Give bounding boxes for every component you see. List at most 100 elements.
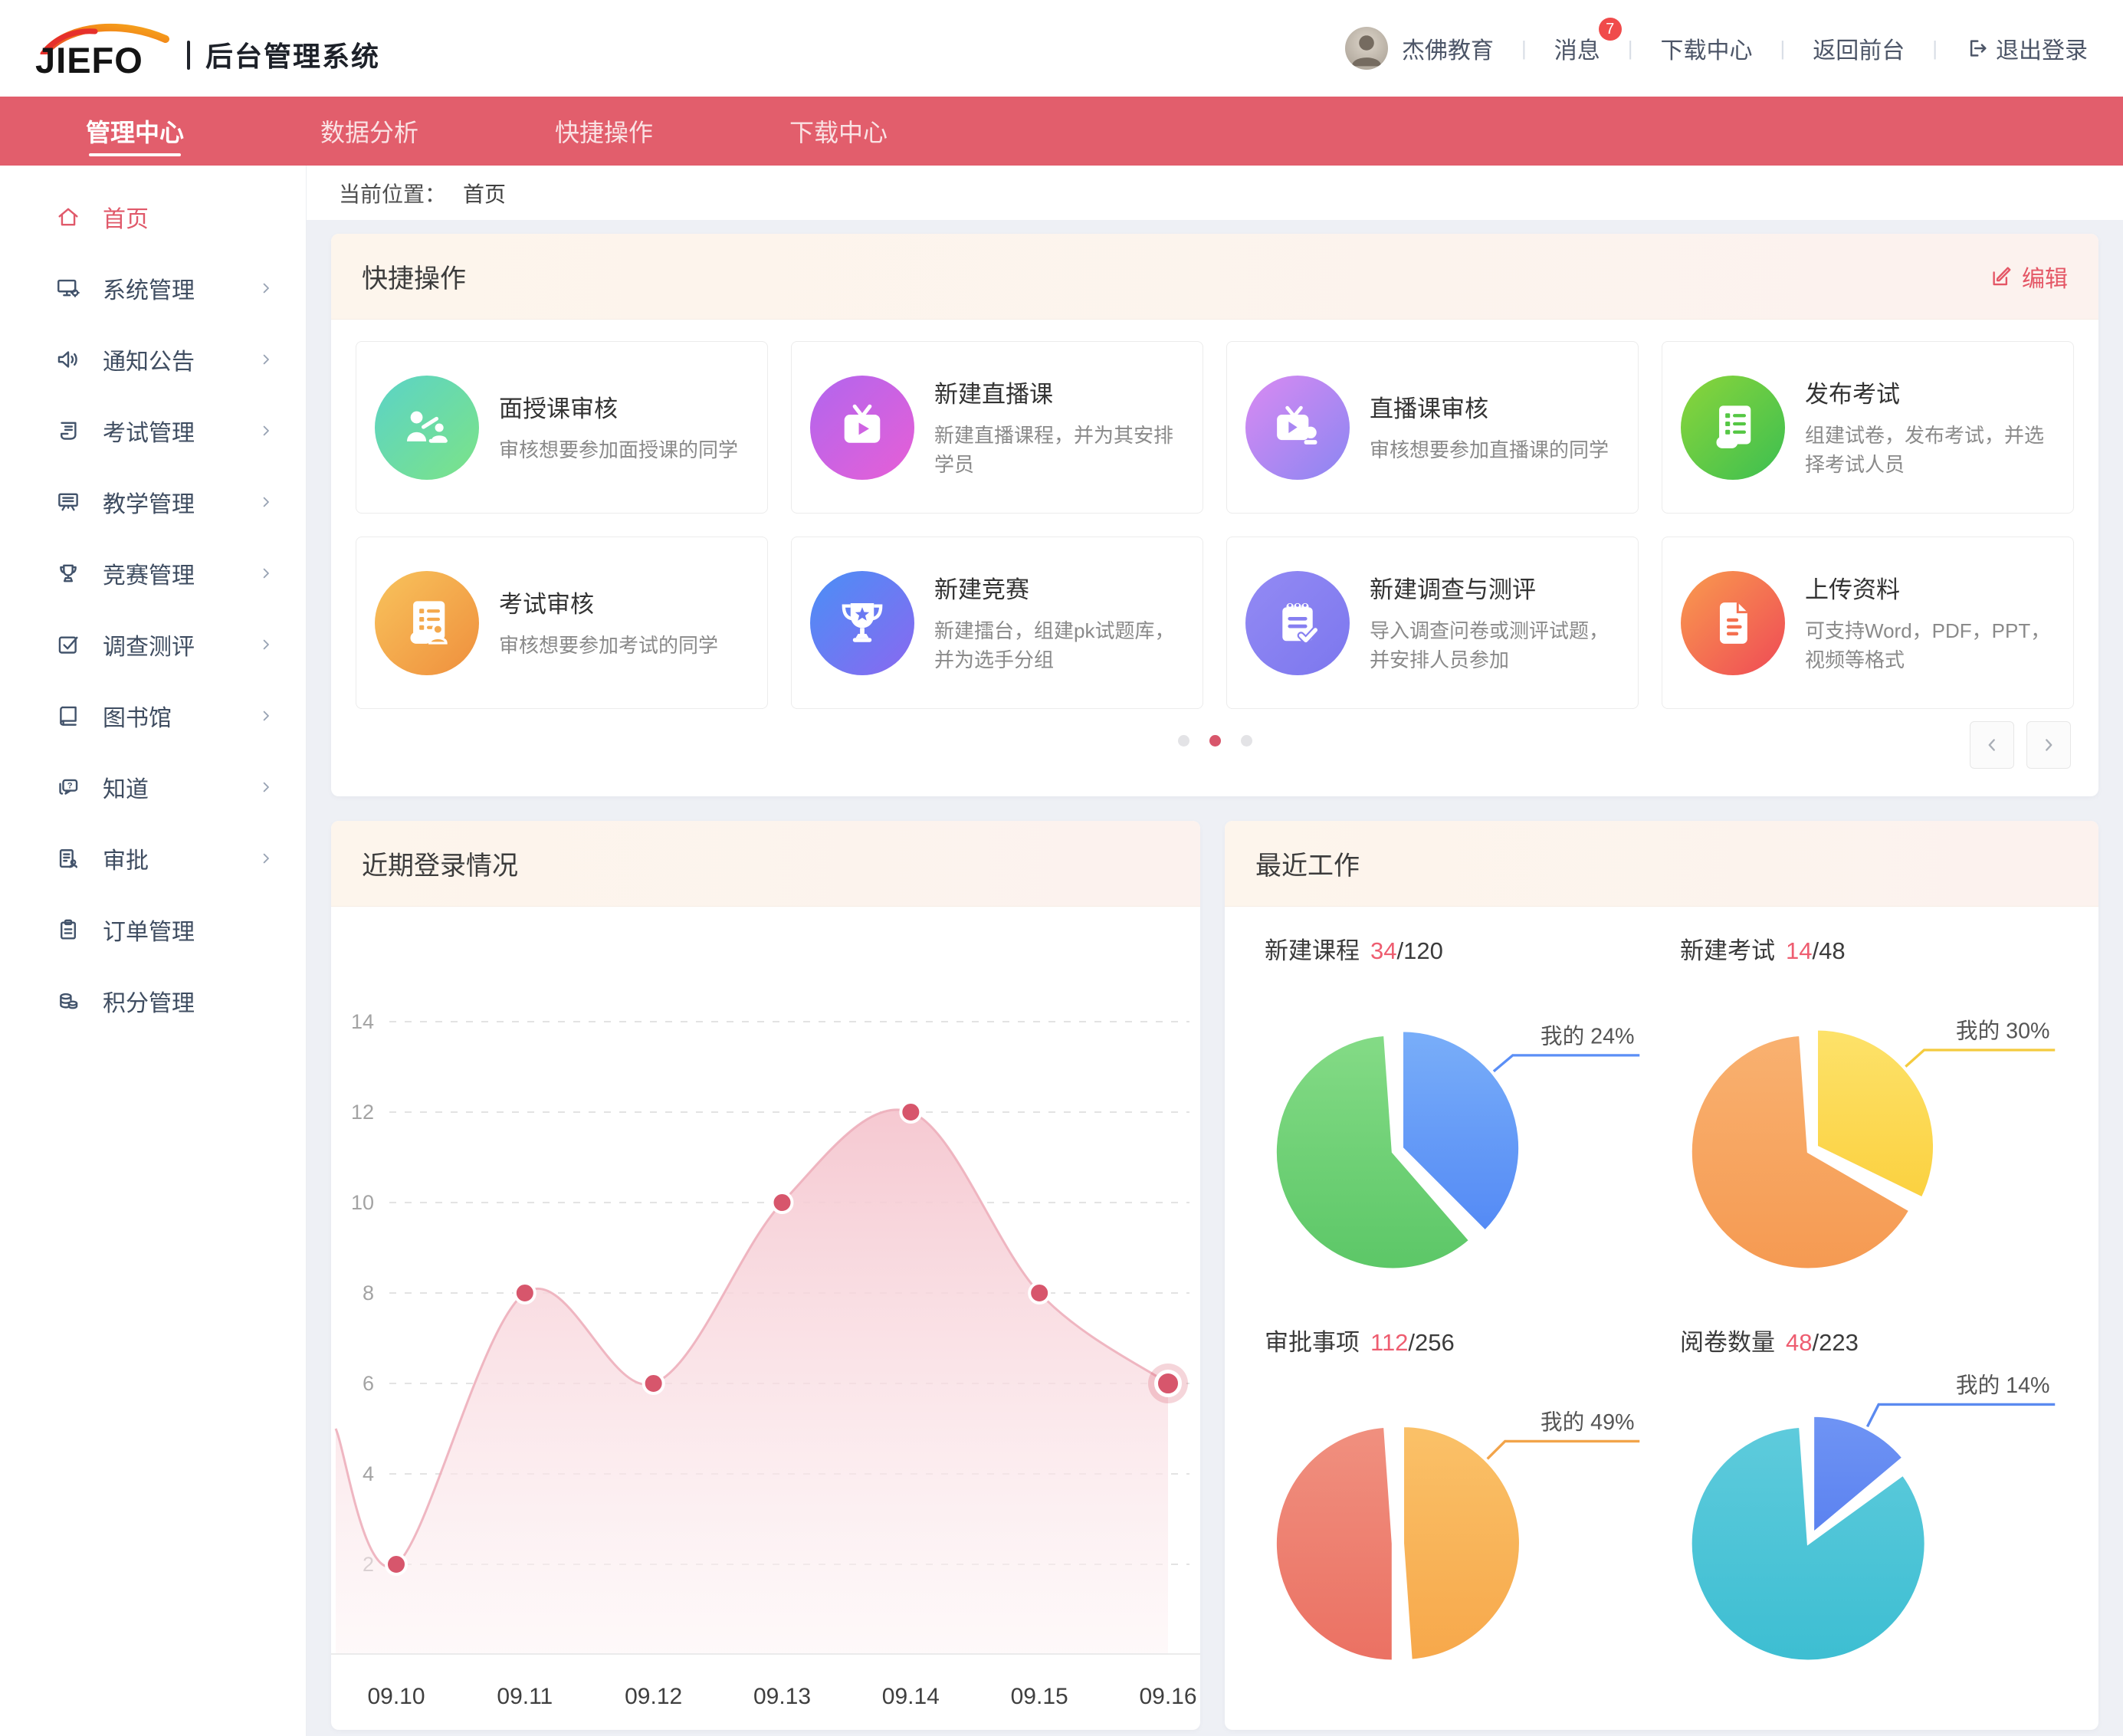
quick-card-desc: 组建试卷，发布考试，并选择考试人员 bbox=[1805, 424, 2045, 476]
sidebar-item-label: 订单管理 bbox=[103, 919, 195, 945]
work-stat-value: 48 bbox=[1786, 1329, 1813, 1356]
carousel-dot-1[interactable] bbox=[1209, 735, 1221, 747]
clipboard-icon bbox=[55, 917, 81, 943]
quick-card-new-contest[interactable]: 新建竞赛 新建擂台，组建pk试题库，并为选手分组 bbox=[791, 537, 1203, 709]
logo-text: JIEFO bbox=[35, 39, 143, 80]
edit-button[interactable]: 编辑 bbox=[1990, 260, 2068, 294]
work-stat-grading: 阅卷数量 48/223 我的 14% bbox=[1662, 1306, 2077, 1698]
quick-card-face-review[interactable]: 面授课审核 审核想要参加面授课的同学 bbox=[356, 341, 768, 514]
work-stat-value: 14 bbox=[1786, 937, 1813, 964]
edit-label: 编辑 bbox=[2022, 266, 2068, 292]
work-stat-header: 新建考试 14/48 bbox=[1680, 931, 2077, 966]
cup-icon bbox=[810, 570, 914, 675]
nav-tab-data-analysis[interactable]: 数据分析 bbox=[320, 119, 419, 146]
chat-icon: ? bbox=[55, 774, 81, 800]
top-header: JIEFO 后台管理系统 杰佛教育 | 消息 7 | 下载中心 | 返回前台 | bbox=[0, 0, 2123, 97]
sidebar: 首页系统管理 通知公告 考试管理教学管理竞赛管理调查测评 图书馆? 知道审批订单管理积分… bbox=[0, 166, 307, 1736]
system-icon bbox=[55, 275, 81, 301]
carousel-dot-2[interactable] bbox=[1240, 735, 1252, 747]
nav-tab-download-center[interactable]: 下载中心 bbox=[789, 119, 888, 146]
user-name[interactable]: 杰佛教育 bbox=[1401, 38, 1494, 64]
svg-text:09.10: 09.10 bbox=[367, 1684, 425, 1709]
svg-text:我的 30%: 我的 30% bbox=[1956, 1019, 2050, 1044]
sidebar-item-label: 审批 bbox=[103, 848, 149, 874]
quick-card-upload[interactable]: 上传资料可支持Word，PDF，PPT，视频等格式 bbox=[1662, 537, 2074, 709]
quick-card-publish-exam[interactable]: 发布考试组建试卷，发布考试，并选择考试人员 bbox=[1662, 341, 2074, 514]
carousel-dot-0[interactable] bbox=[1177, 735, 1189, 747]
logout-link[interactable]: 退出登录 bbox=[1965, 31, 2088, 65]
sidebar-item-home[interactable]: 首页 bbox=[0, 181, 306, 252]
breadcrumb-label: 当前位置： bbox=[339, 182, 447, 206]
coins-icon bbox=[55, 988, 81, 1014]
chevron-left-icon bbox=[1988, 739, 1995, 751]
sidebar-item-approval[interactable]: 审批 bbox=[0, 822, 306, 894]
sidebar-item-contest[interactable]: 竞赛管理 bbox=[0, 537, 306, 609]
chevron-right-icon bbox=[2046, 739, 2052, 751]
sidebar-item-exam[interactable]: 考试管理 bbox=[0, 395, 306, 466]
back-to-front-link[interactable]: 返回前台 bbox=[1813, 38, 1905, 64]
sidebar-item-teaching[interactable]: 教学管理 bbox=[0, 466, 306, 537]
svg-text:12: 12 bbox=[351, 1101, 374, 1124]
quick-ops-panel: 快捷操作 编辑 面授课审核 审核想要参加面授课的同学 新建直播课 新建直播课程，并为其… bbox=[331, 234, 2098, 796]
svg-text:我的 24%: 我的 24% bbox=[1541, 1025, 1635, 1049]
sidebar-item-orders[interactable]: 订单管理 bbox=[0, 894, 306, 965]
nav-tab-quick-ops[interactable]: 快捷操作 bbox=[555, 119, 654, 146]
sidebar-item-notice[interactable]: 通知公告 bbox=[0, 323, 306, 395]
scroll-icon bbox=[1681, 375, 1785, 480]
svg-text:我的 49%: 我的 49% bbox=[1541, 1410, 1635, 1435]
download-center-link[interactable]: 下载中心 bbox=[1660, 38, 1753, 64]
chevron-right-icon bbox=[257, 350, 275, 369]
breadcrumb-current[interactable]: 首页 bbox=[463, 182, 507, 206]
svg-text:09.11: 09.11 bbox=[497, 1684, 553, 1709]
sidebar-item-points[interactable]: 积分管理 bbox=[0, 965, 306, 1036]
pie-chart-new-exam: 我的 30% bbox=[1680, 969, 2077, 1306]
svg-text:6: 6 bbox=[363, 1372, 374, 1395]
sidebar-item-survey[interactable]: 调查测评 bbox=[0, 609, 306, 680]
quick-card-new-live[interactable]: 新建直播课 新建直播课程，并为其安排学员 bbox=[791, 341, 1203, 514]
pie-chart-new-exam: 我的 30% bbox=[1689, 1019, 2056, 1271]
sidebar-item-label: 首页 bbox=[103, 206, 149, 232]
quick-card-new-survey[interactable]: 新建调查与测评导入调查问卷或测评试题，并安排人员参加 bbox=[1226, 537, 1639, 709]
quick-card-title: 新建调查与测评 bbox=[1370, 576, 1536, 604]
work-stat-new-course: 新建课程 34/120 我的 24% bbox=[1246, 914, 1662, 1306]
app-title: 后台管理系统 bbox=[205, 41, 381, 72]
brand-area: JIEFO 后台管理系统 bbox=[35, 19, 380, 78]
work-stat-label: 阅卷数量 bbox=[1680, 1329, 1775, 1356]
carousel-prev-button[interactable] bbox=[1970, 721, 2014, 769]
pie-chart-new-course: 我的 24% bbox=[1265, 969, 1662, 1306]
sidebar-item-label: 教学管理 bbox=[103, 491, 195, 517]
quick-card-title: 直播课审核 bbox=[1370, 395, 1488, 423]
breadcrumb: 当前位置： 首页 bbox=[307, 166, 2123, 220]
sidebar-item-label: 竞赛管理 bbox=[103, 563, 195, 589]
quick-card-exam-review[interactable]: 考试审核 审核想要参加考试的同学 bbox=[356, 537, 768, 709]
svg-text:09.14: 09.14 bbox=[882, 1684, 940, 1709]
carousel-next-button[interactable] bbox=[2026, 721, 2071, 769]
carousel-dots bbox=[331, 735, 2098, 747]
quick-card-desc: 可支持Word，PDF，PPT，视频等格式 bbox=[1805, 619, 2051, 671]
avatar[interactable] bbox=[1344, 27, 1388, 70]
scrollperson-icon bbox=[375, 570, 479, 675]
quick-card-desc: 导入调查问卷或测评试题，并安排人员参加 bbox=[1370, 619, 1609, 671]
quick-card-title: 发布考试 bbox=[1805, 381, 1900, 409]
person-icon bbox=[1351, 35, 1382, 67]
pie-chart-new-course: 我的 24% bbox=[1275, 1025, 1640, 1271]
nav-tab-admin-center[interactable]: 管理中心 bbox=[86, 97, 184, 166]
sidebar-item-system[interactable]: 系统管理 bbox=[0, 252, 306, 323]
work-stat-label: 审批事项 bbox=[1265, 1329, 1360, 1356]
recent-work-panel: 最近工作 新建课程 34/120 我的 24% 新建考试 14/48 我的 30% 审批事项… bbox=[1225, 821, 2098, 1730]
pie-chart-approvals: 我的 49% bbox=[1275, 1410, 1640, 1662]
sidebar-item-know[interactable]: ? 知道 bbox=[0, 751, 306, 822]
quick-card-title: 上传资料 bbox=[1805, 576, 1900, 604]
exam-icon bbox=[55, 418, 81, 444]
sidebar-item-library[interactable]: 图书馆 bbox=[0, 680, 306, 751]
login-chart-header: 近期登录情况 bbox=[331, 821, 1200, 907]
updoc-icon bbox=[1681, 570, 1785, 675]
header-menu: 杰佛教育 | 消息 7 | 下载中心 | 返回前台 | 退出登录 bbox=[1344, 18, 2088, 70]
logo-divider bbox=[187, 41, 190, 70]
header-separator: | bbox=[1780, 36, 1786, 60]
messages-link[interactable]: 消息 7 bbox=[1554, 18, 1622, 65]
svg-text:14: 14 bbox=[351, 1010, 374, 1033]
chevron-right-icon bbox=[257, 564, 275, 582]
quick-card-live-review[interactable]: 直播课审核 审核想要参加直播课的同学 bbox=[1226, 341, 1639, 514]
approve-icon bbox=[55, 845, 81, 871]
